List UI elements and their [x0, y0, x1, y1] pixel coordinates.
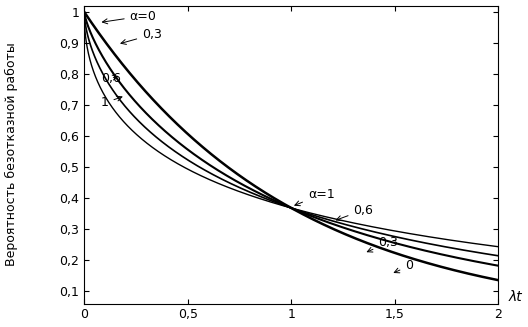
Text: 0,6: 0,6	[101, 72, 120, 85]
Y-axis label: Вероятность безотказной работы: Вероятность безотказной работы	[5, 43, 18, 267]
Text: 0,3: 0,3	[121, 28, 162, 44]
Text: α=0: α=0	[102, 9, 157, 24]
Text: 0,6: 0,6	[336, 203, 373, 221]
Text: 0: 0	[394, 259, 413, 273]
Text: λt: λt	[509, 290, 523, 303]
Text: 1: 1	[101, 96, 122, 110]
Text: α=1: α=1	[295, 188, 335, 206]
Text: 0,3: 0,3	[367, 236, 398, 252]
